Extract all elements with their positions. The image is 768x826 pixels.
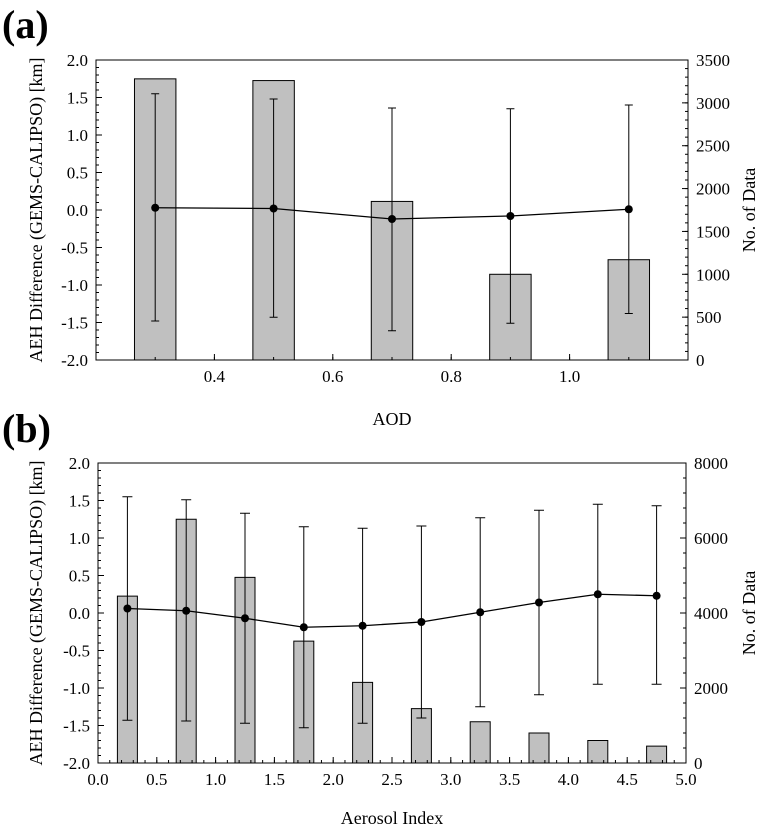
mean-point <box>241 614 249 623</box>
y-left-tick-label: 0.5 <box>69 567 90 586</box>
x-tick-label: 4.5 <box>617 770 638 789</box>
count-bar <box>469 721 491 764</box>
x-tick-label: 1.0 <box>205 770 226 789</box>
y-left-tick-label: -2.0 <box>63 754 90 773</box>
mean-point <box>123 604 132 613</box>
x-tick-label: 0.5 <box>146 770 167 789</box>
y-left-tick-label: 0.0 <box>67 201 88 220</box>
y-right-tick-label: 2000 <box>696 180 730 199</box>
mean-point <box>652 591 661 600</box>
mean-point <box>299 623 308 632</box>
mean-point <box>388 215 396 223</box>
y-left-axis-title: AEH Difference (GEMS-CALIPSO) [km] <box>26 57 47 362</box>
y-left-tick-label: -1.5 <box>63 717 90 736</box>
mean-point <box>506 212 515 220</box>
x-tick-label: 0.4 <box>204 367 226 386</box>
x-axis-title: AOD <box>373 409 412 429</box>
panel-label: (a) <box>2 2 49 47</box>
x-tick-label: 4.0 <box>558 770 579 789</box>
y-left-tick-label: -0.5 <box>63 642 90 661</box>
count-bar <box>646 745 668 764</box>
x-tick-label: 1.5 <box>264 770 285 789</box>
y-left-tick-label: 2.0 <box>67 51 88 70</box>
mean-point <box>535 598 543 607</box>
y-left-tick-label: -0.5 <box>61 239 88 258</box>
chart-panel-b: (b) 0.0 0.5 1.0 1.5 2.0 2.5 3.0 3.5 4.0 4.5 5.0 -2.0… <box>2 406 759 826</box>
y-right-tick-label: 6000 <box>694 529 728 548</box>
y-left-tick-label: -2.0 <box>61 351 88 370</box>
x-tick-label: 1.0 <box>559 367 580 386</box>
mean-point <box>593 590 602 599</box>
y-left-tick-label: -1.0 <box>63 679 90 698</box>
x-tick-label: 2.5 <box>381 770 402 789</box>
y-left-tick-label: 2.0 <box>69 454 90 473</box>
y-left-tick-label: -1.0 <box>61 276 88 295</box>
count-bar <box>587 740 609 764</box>
mean-point <box>269 204 278 213</box>
x-tick-label: 3.5 <box>499 770 520 789</box>
x-tick-label: 5.0 <box>675 770 696 789</box>
count-bar <box>528 732 550 764</box>
mean-difference-line <box>127 593 657 628</box>
y-right-tick-label: 3500 <box>696 51 730 70</box>
mean-point <box>358 621 367 630</box>
y-right-tick-label: 3000 <box>696 94 730 113</box>
y-left-tick-label: 1.0 <box>67 126 88 145</box>
y-left-axis-title: AEH Difference (GEMS-CALIPSO) [km] <box>26 460 47 765</box>
y-right-tick-label: 1500 <box>696 222 730 241</box>
x-tick-label: 0.0 <box>87 770 108 789</box>
mean-point <box>624 205 633 214</box>
y-right-axis-title: No. of Data <box>739 571 759 655</box>
y-right-tick-label: 8000 <box>694 454 728 473</box>
x-tick-label: 3.0 <box>440 770 461 789</box>
y-left-tick-label: 1.5 <box>69 492 90 511</box>
y-right-tick-label: 2500 <box>696 137 730 156</box>
y-left-tick-label: 0.5 <box>67 164 88 183</box>
y-right-tick-label: 2000 <box>694 679 728 698</box>
y-left-tick-label: 1.0 <box>69 529 90 548</box>
chart-panel-a: (a) 0.4 0.6 0.8 1.0 -2.0 -1.5 -1.0 -0.5 0.0 0.5 1.0… <box>2 2 759 429</box>
y-right-axis-title: No. of Data <box>739 168 759 252</box>
y-right-tick-label: 4000 <box>694 604 728 623</box>
y-left-tick-label: 0.0 <box>69 604 90 623</box>
panel-label: (b) <box>2 406 51 451</box>
y-right-tick-label: 0 <box>696 351 705 370</box>
mean-point <box>182 606 191 615</box>
mean-point <box>417 618 426 626</box>
x-tick-label: 0.8 <box>441 367 462 386</box>
mean-point <box>476 608 485 617</box>
x-axis-title: Aerosol Index <box>341 808 443 826</box>
x-tick-label: 0.6 <box>322 367 343 386</box>
y-right-tick-label: 1000 <box>696 265 730 284</box>
y-right-tick-label: 0 <box>694 754 703 773</box>
mean-point <box>151 203 160 212</box>
x-tick-label: 2.0 <box>323 770 344 789</box>
y-left-tick-label: -1.5 <box>61 314 88 333</box>
y-right-tick-label: 500 <box>696 308 722 327</box>
y-left-tick-label: 1.5 <box>67 89 88 108</box>
